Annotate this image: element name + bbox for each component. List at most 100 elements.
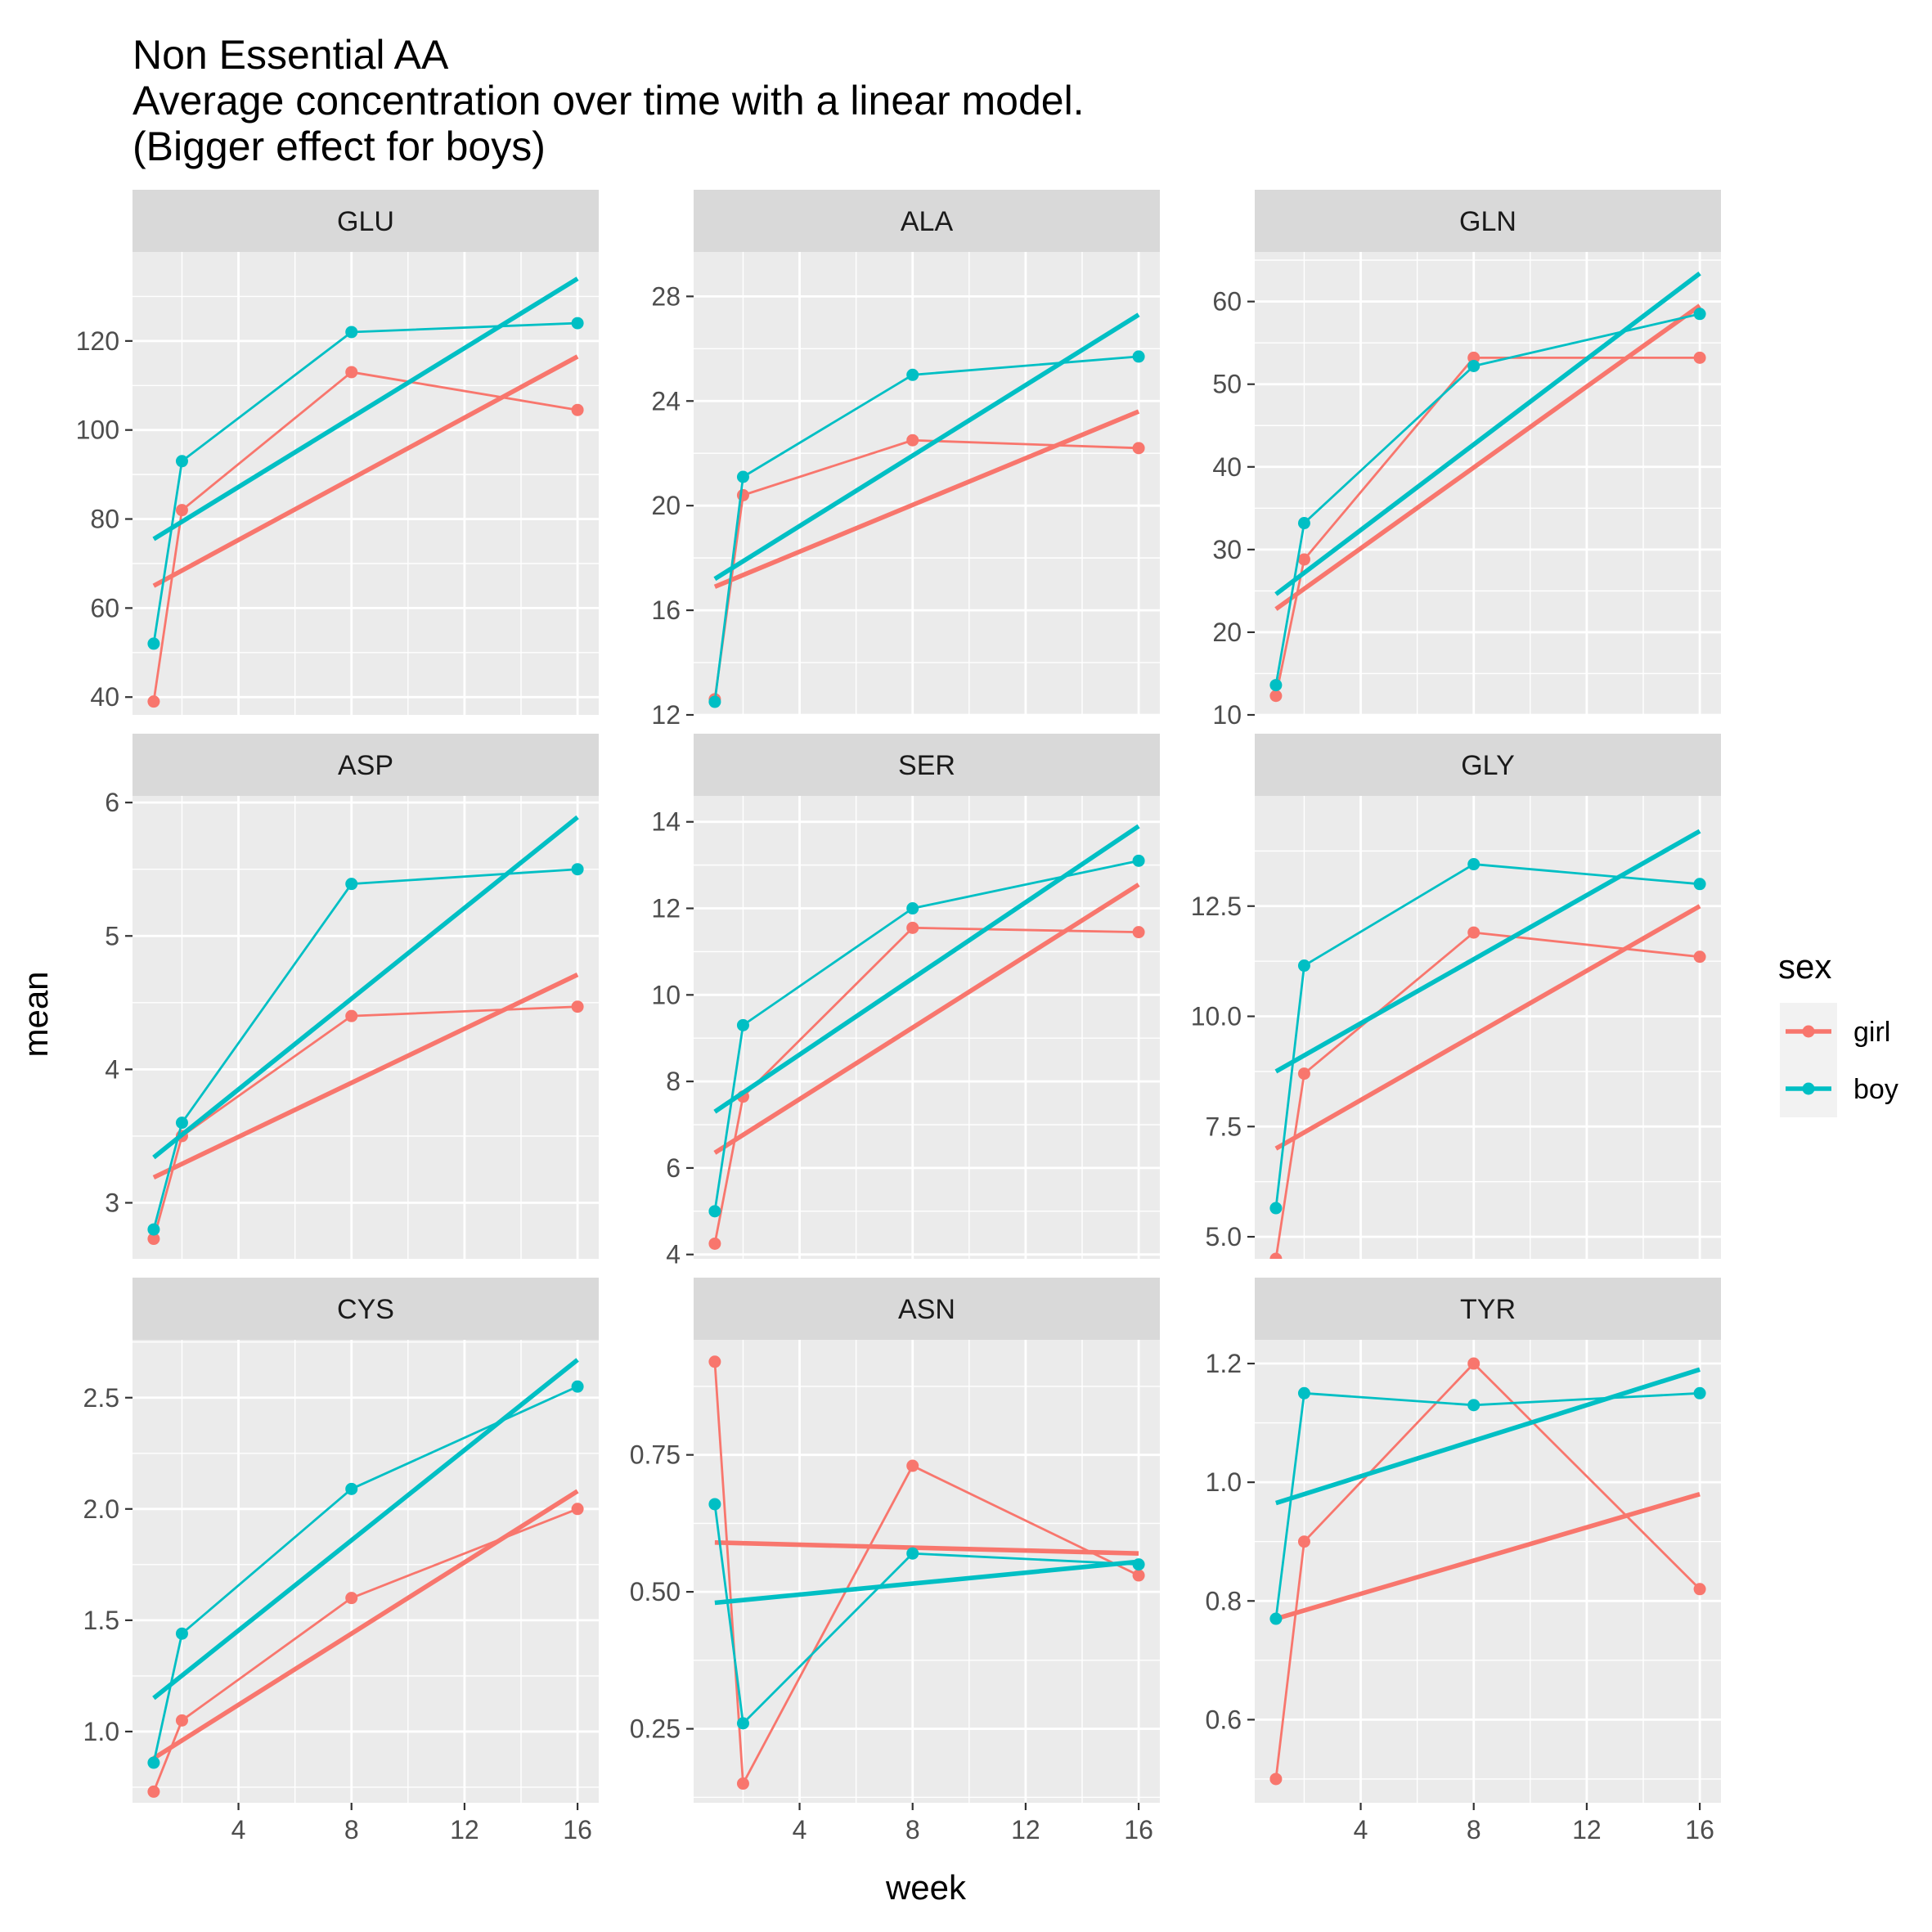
panel-tyr-y-tick-label: 1.0 xyxy=(1206,1467,1242,1497)
panel-gln-boy-line xyxy=(1274,312,1701,685)
panel-tyr-girl-line xyxy=(1274,1362,1701,1780)
panel-asn-girl-point xyxy=(708,1355,721,1368)
panel-ser-boy-point xyxy=(1132,854,1145,867)
legend-boy-key-point xyxy=(1802,1082,1815,1095)
panel-gln-strip-label: GLN xyxy=(1459,206,1516,237)
panel-ala-y-tick-label: 28 xyxy=(651,281,681,311)
panel-ser-y-tick-label: 10 xyxy=(651,980,681,1009)
panel-gly-girl-point xyxy=(1269,1252,1283,1259)
panel-tyr-boy-line xyxy=(1274,1391,1701,1620)
panel-asn-girl-point xyxy=(906,1459,919,1472)
panel-asn-girl-point xyxy=(1132,1569,1145,1582)
panel-gly-y-tick-label: 12.5 xyxy=(1191,892,1242,921)
panel-gly-boy-point xyxy=(1297,959,1310,973)
panel-ala: ALA 12 16 20 24 28 xyxy=(651,190,1160,730)
panel-gln-plot-area xyxy=(1255,252,1721,715)
panel-tyr-boy-point xyxy=(1297,1386,1310,1400)
panel-ser-girl-point xyxy=(708,1237,721,1250)
panel-gln-strip xyxy=(1255,190,1721,252)
panel-ser-boy-line xyxy=(713,859,1139,1212)
panel-ala-boy-point xyxy=(906,368,919,381)
panel-cys-boy-line xyxy=(152,1385,578,1764)
panel-gly-girl-point xyxy=(1693,950,1706,964)
panel-gly-y-tick-label: 5.0 xyxy=(1206,1222,1242,1251)
panel-cys-girl-point xyxy=(345,1592,358,1605)
legend-boy-item: boy xyxy=(1780,1060,1898,1117)
panel-asn-boy-line xyxy=(713,1503,1139,1725)
panel-ser-y-tick-label: 14 xyxy=(651,807,681,837)
panel-gly-girl-fit-line xyxy=(1274,904,1701,1151)
legend-boy-label: boy xyxy=(1853,1074,1898,1105)
panel-gly: GLY 5.0 7.5 10.0 12.5 xyxy=(1191,734,1721,1259)
panel-ala-girl-point xyxy=(906,434,919,447)
panel-ala-y-tick-label: 12 xyxy=(651,700,681,730)
panel-ser-girl-fit-line xyxy=(713,883,1140,1155)
panel-asn-y-tick-label: 0.50 xyxy=(630,1577,681,1606)
panel-cys-y-tick-label: 1.0 xyxy=(83,1717,119,1746)
panel-glu-plot-area xyxy=(133,252,599,715)
panel-ala-girl-point xyxy=(1132,442,1145,455)
panel-ser-strip xyxy=(694,734,1160,796)
panel-asn-x-tick-label: 4 xyxy=(793,1815,807,1844)
panel-gln-girl-fit-line xyxy=(1274,303,1701,611)
panel-asn-boy-fit-line xyxy=(714,1559,1139,1606)
panel-cys-boy-point xyxy=(147,1756,160,1769)
panel-asp-girl-line xyxy=(152,1005,578,1239)
panel-glu-girl-point xyxy=(147,695,160,708)
panel-asn-x-tick-label: 16 xyxy=(1124,1815,1153,1844)
chart-subtitle-line-1: Average concentration over time with a l… xyxy=(133,78,1085,124)
panel-glu-boy-point xyxy=(571,317,584,330)
panel-cys-boy-point xyxy=(175,1627,188,1640)
panel-asp-y-tick-label: 5 xyxy=(105,921,119,950)
panel-tyr-y-tick-label: 0.6 xyxy=(1206,1705,1242,1734)
chart-subtitle-line-2: (Bigger effect for boys) xyxy=(133,124,546,169)
panel-cys-girl-line xyxy=(152,1507,578,1792)
panel-asp-boy-fit-line xyxy=(152,815,579,1160)
panel-gln-boy-point xyxy=(1297,517,1310,530)
panel-glu-boy-point xyxy=(345,326,358,339)
panel-glu-y-tick-label: 60 xyxy=(90,593,119,622)
chart-title: Non Essential AA xyxy=(133,32,449,78)
panel-ser: SER 4 6 8 10 12 14 xyxy=(651,734,1160,1269)
panel-asp-plot-area xyxy=(133,796,599,1259)
panel-asp-y-tick-label: 6 xyxy=(105,788,119,817)
panel-asp-strip xyxy=(133,734,599,796)
panel-cys-girl-point xyxy=(571,1503,584,1516)
panel-gly-boy-line xyxy=(1274,863,1701,1209)
panel-tyr-x-tick-label: 4 xyxy=(1354,1815,1368,1844)
panel-tyr-strip-label: TYR xyxy=(1460,1294,1516,1325)
panel-asn-girl-fit-line xyxy=(714,1540,1139,1557)
panel-ala-girl-point xyxy=(736,488,749,501)
panel-asp-boy-point xyxy=(175,1117,188,1130)
panel-asn-boy-point xyxy=(906,1547,919,1560)
panel-glu-y-tick-label: 80 xyxy=(90,505,119,534)
panel-gly-y-tick-label: 10.0 xyxy=(1191,1002,1242,1031)
panel-asp-girl-point xyxy=(345,1009,358,1022)
panel-ala-background xyxy=(694,252,1160,715)
panel-gln-girl-point xyxy=(1297,553,1310,566)
panel-asp-y-tick-label: 3 xyxy=(105,1188,119,1217)
panel-glu-strip xyxy=(133,190,599,252)
panel-asp: ASP 3 4 5 6 xyxy=(105,734,599,1259)
panel-ala-strip-label: ALA xyxy=(901,206,954,237)
panel-glu: GLU 40 60 80 100 120 xyxy=(76,190,599,715)
panel-cys-girl-point xyxy=(147,1785,160,1798)
panel-ala-y-tick-label: 24 xyxy=(651,386,681,416)
panel-ala-boy-point xyxy=(708,695,721,708)
panel-tyr-y-tick-label: 1.2 xyxy=(1206,1349,1242,1378)
panel-tyr-boy-point xyxy=(1269,1612,1283,1625)
panel-tyr-boy-point xyxy=(1467,1399,1480,1412)
panel-ser-boy-point xyxy=(708,1205,721,1218)
panel-gln-boy-fit-line xyxy=(1274,272,1701,596)
panel-asp-boy-point xyxy=(147,1223,160,1236)
panel-gly-girl-point xyxy=(1467,926,1480,939)
panel-glu-boy-point xyxy=(147,637,160,650)
panel-gly-plot-area xyxy=(1255,796,1721,1259)
panel-tyr-boy-point xyxy=(1693,1386,1706,1400)
panel-gln-girl-point xyxy=(1269,690,1283,703)
panel-ser-y-tick-label: 4 xyxy=(666,1240,681,1269)
panel-ala-boy-line xyxy=(713,355,1139,703)
panel-ser-boy-point xyxy=(736,1018,749,1031)
panel-gly-boy-point xyxy=(1269,1202,1283,1215)
panel-gln-boy-point xyxy=(1467,359,1480,372)
